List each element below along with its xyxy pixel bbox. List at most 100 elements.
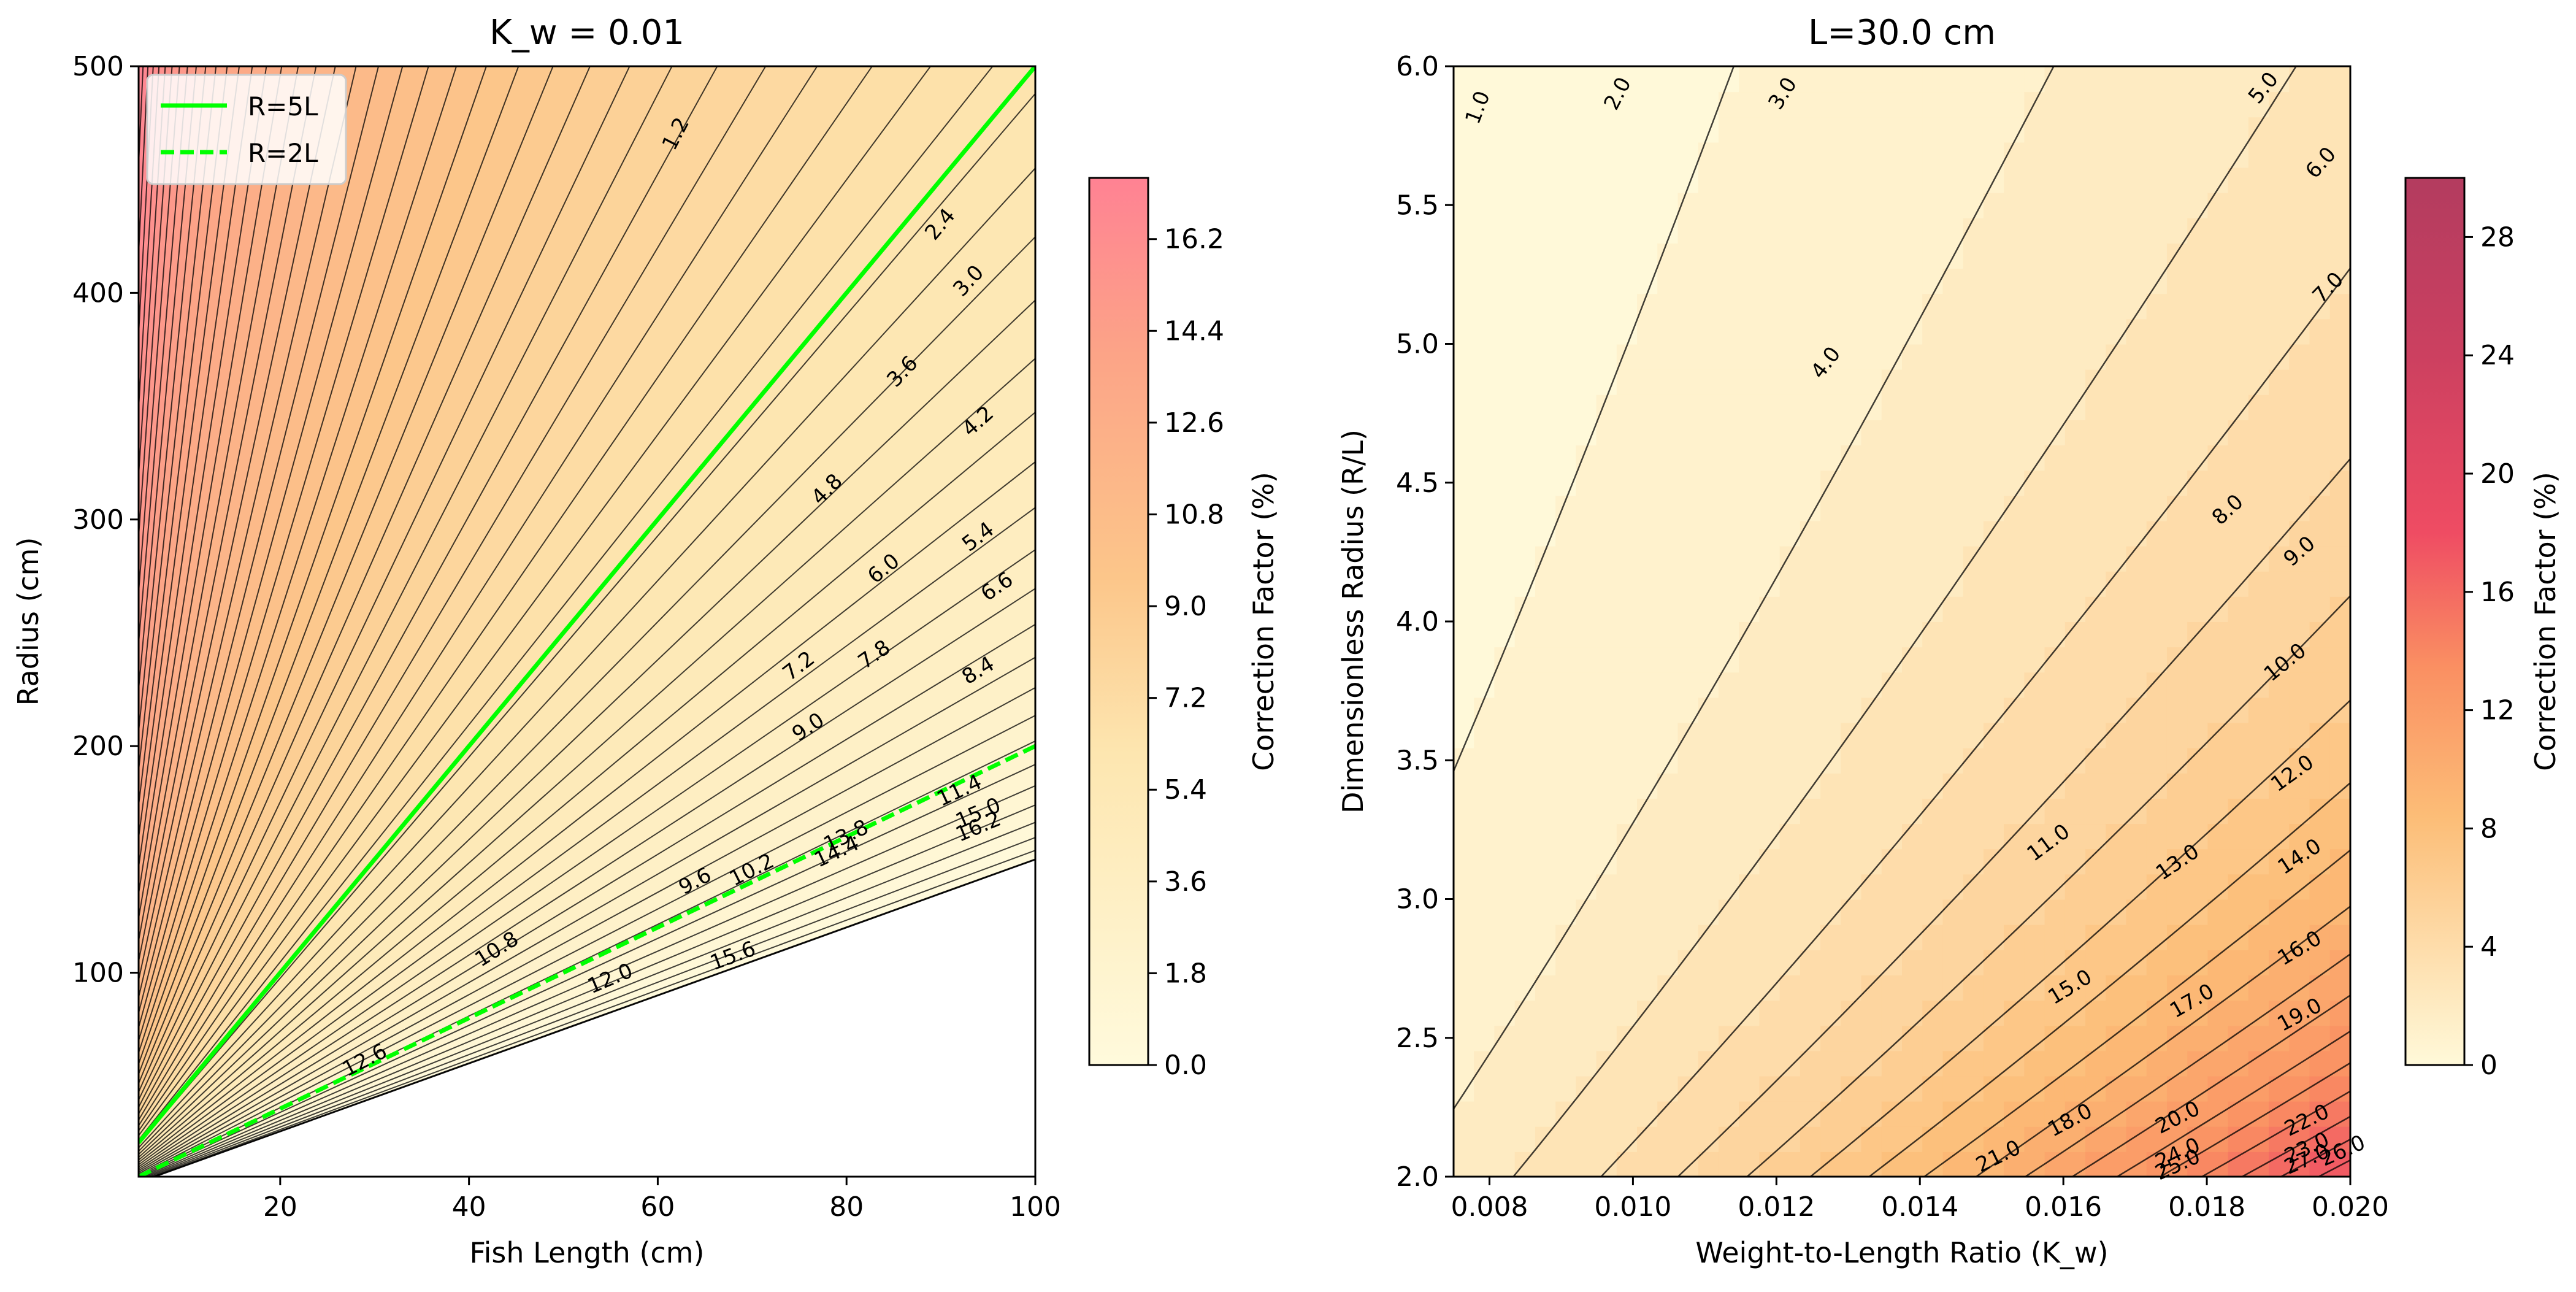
right-contour-cell bbox=[2024, 823, 2045, 850]
right-contour-cell bbox=[1759, 1151, 1781, 1177]
right-contour-cell bbox=[2085, 1025, 2107, 1052]
right-contour-cell bbox=[1514, 520, 1536, 547]
right-contour-cell bbox=[1494, 899, 1516, 925]
right-contour-cell bbox=[2187, 772, 2209, 799]
right-contour-cell bbox=[1718, 545, 1740, 572]
right-contour-cell bbox=[2044, 192, 2066, 218]
right-contour-cell bbox=[2187, 470, 2209, 496]
right-contour-cell bbox=[1677, 823, 1699, 850]
right-contour-cell bbox=[1637, 142, 1658, 168]
left-contour-line bbox=[139, 549, 1035, 1168]
right-colorbar-tick-label: 4 bbox=[2480, 931, 2497, 963]
right-contour-cell bbox=[2106, 293, 2127, 320]
right-contour-cell bbox=[1739, 369, 1760, 395]
right-contour-cell bbox=[1922, 1075, 1944, 1102]
right-contour-cell bbox=[1739, 899, 1760, 925]
right-contour-cell bbox=[1841, 672, 1862, 698]
right-contour-cell bbox=[2207, 647, 2229, 673]
right-contour-cell bbox=[1718, 823, 1740, 850]
right-contour-cell bbox=[1657, 571, 1679, 597]
right-contour-cell bbox=[1514, 1101, 1536, 1127]
right-contour-cell bbox=[2248, 192, 2270, 218]
right-contour-cell bbox=[2064, 672, 2087, 698]
right-contour-cell bbox=[1841, 596, 1862, 622]
right-contour-cell bbox=[1616, 772, 1638, 799]
right-contour-cell bbox=[1942, 117, 1964, 143]
right-contour-cell bbox=[1861, 91, 1882, 118]
right-contour-cell bbox=[1494, 1075, 1516, 1102]
right-contour-cell bbox=[2085, 318, 2107, 345]
right-contour-cell bbox=[1963, 672, 1984, 698]
right-contour-cell bbox=[2269, 571, 2290, 597]
right-contour-cell bbox=[1963, 1151, 1984, 1177]
right-contour-cell bbox=[1902, 596, 1923, 622]
right-contour-cell bbox=[1779, 445, 1801, 471]
right-contour-cell bbox=[2309, 672, 2331, 698]
right-contour-cell bbox=[2289, 293, 2310, 320]
right-contour-cell bbox=[2044, 798, 2066, 825]
right-contour-cell bbox=[1454, 823, 1475, 850]
right-contour-cell bbox=[2207, 848, 2229, 875]
right-contour-cell bbox=[1942, 545, 1964, 572]
right-contour-cell bbox=[1494, 66, 1516, 93]
right-contour-cell bbox=[2329, 394, 2350, 420]
right-contour-cell bbox=[1454, 1126, 1475, 1152]
left-contour-line bbox=[139, 715, 1035, 1176]
right-contour-cell bbox=[1942, 722, 1964, 748]
right-contour-cell bbox=[2044, 621, 2066, 648]
right-contour-cell bbox=[1474, 1126, 1495, 1152]
right-contour-cell bbox=[1841, 470, 1862, 496]
right-contour-cell bbox=[1902, 1151, 1923, 1177]
right-contour-cell bbox=[2166, 621, 2188, 648]
right-contour-cell bbox=[1514, 495, 1536, 521]
right-contour-cell bbox=[1820, 1050, 1842, 1077]
right-contour-cell bbox=[1555, 848, 1577, 875]
right-contour-cell bbox=[1718, 747, 1740, 774]
right-chart-title: L=30.0 cm bbox=[1808, 13, 1996, 53]
right-contour-cell bbox=[1841, 167, 1862, 193]
right-contour-cell bbox=[1759, 722, 1781, 748]
right-contour-cell bbox=[1881, 520, 1903, 547]
right-contour-cell bbox=[1759, 1101, 1781, 1127]
right-contour-cell bbox=[2004, 571, 2025, 597]
left-colorbar-tick-label: 12.6 bbox=[1164, 407, 1224, 439]
right-contour-cell bbox=[2024, 1000, 2045, 1026]
right-contour-cell bbox=[1454, 293, 1475, 320]
right-contour-cell bbox=[1555, 242, 1577, 269]
right-contour-cell bbox=[1861, 268, 1882, 294]
right-contour-cell bbox=[1535, 318, 1557, 345]
right-contour-cell bbox=[1596, 974, 1617, 1001]
right-contour-cell bbox=[1922, 66, 1944, 93]
right-contour-cell bbox=[2126, 242, 2147, 269]
right-contour-cell bbox=[2248, 318, 2270, 345]
right-contour-cell bbox=[1555, 924, 1577, 950]
right-contour-cell bbox=[1494, 91, 1516, 118]
right-contour-cell bbox=[1718, 621, 1740, 648]
right-contour-cell bbox=[2187, 91, 2209, 118]
right-contour-cell bbox=[2248, 1151, 2270, 1177]
right-contour-cell bbox=[2228, 571, 2249, 597]
right-contour-cell bbox=[1902, 91, 1923, 118]
right-contour-cell bbox=[2024, 621, 2045, 648]
right-contour-cell bbox=[1555, 419, 1577, 446]
right-contour-cell bbox=[2309, 344, 2331, 370]
right-contour-cell bbox=[1474, 924, 1495, 950]
right-contour-cell bbox=[1902, 1050, 1923, 1077]
right-contour-cell bbox=[2106, 545, 2127, 572]
right-contour-cell bbox=[2024, 192, 2045, 218]
right-contour-cell bbox=[2329, 293, 2350, 320]
right-contour-cell bbox=[1454, 697, 1475, 723]
right-contour-cell bbox=[1902, 242, 1923, 269]
right-contour-cell bbox=[1718, 874, 1740, 900]
right-contour-cell bbox=[2207, 697, 2229, 723]
left-x-tick-label: 100 bbox=[1010, 1191, 1061, 1223]
right-contour-cell bbox=[2248, 545, 2270, 572]
right-contour-cell bbox=[1739, 91, 1760, 118]
right-contour-cell bbox=[1698, 142, 1719, 168]
right-contour-cell bbox=[2166, 318, 2188, 345]
right-contour-cell bbox=[1881, 899, 1903, 925]
right-contour-cell bbox=[1922, 217, 1944, 244]
right-contour-cell bbox=[2309, 974, 2331, 1001]
right-contour-cell bbox=[2329, 672, 2350, 698]
right-contour-cell bbox=[1800, 344, 1822, 370]
